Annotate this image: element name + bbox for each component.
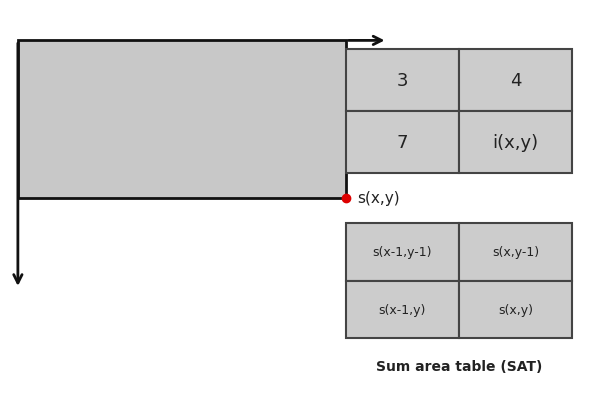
Bar: [459, 281, 572, 339]
Bar: [459, 112, 572, 173]
Text: 7: 7: [396, 133, 408, 152]
Bar: [18, 41, 346, 198]
Bar: [346, 223, 459, 281]
Text: s(x,y-1): s(x,y-1): [492, 245, 539, 259]
Text: 3: 3: [396, 71, 408, 90]
Bar: [346, 50, 459, 112]
Bar: [346, 112, 459, 173]
Text: 4: 4: [510, 71, 522, 90]
Text: s(x,y): s(x,y): [498, 303, 533, 316]
Text: s(x-1,y): s(x-1,y): [378, 303, 426, 316]
Text: s(x-1,y-1): s(x-1,y-1): [372, 245, 432, 259]
Bar: [346, 281, 459, 339]
Bar: [459, 50, 572, 112]
Text: Sum area table (SAT): Sum area table (SAT): [375, 359, 542, 373]
Text: s(x,y): s(x,y): [358, 191, 401, 206]
Bar: [459, 223, 572, 281]
Text: i(x,y): i(x,y): [492, 133, 539, 152]
